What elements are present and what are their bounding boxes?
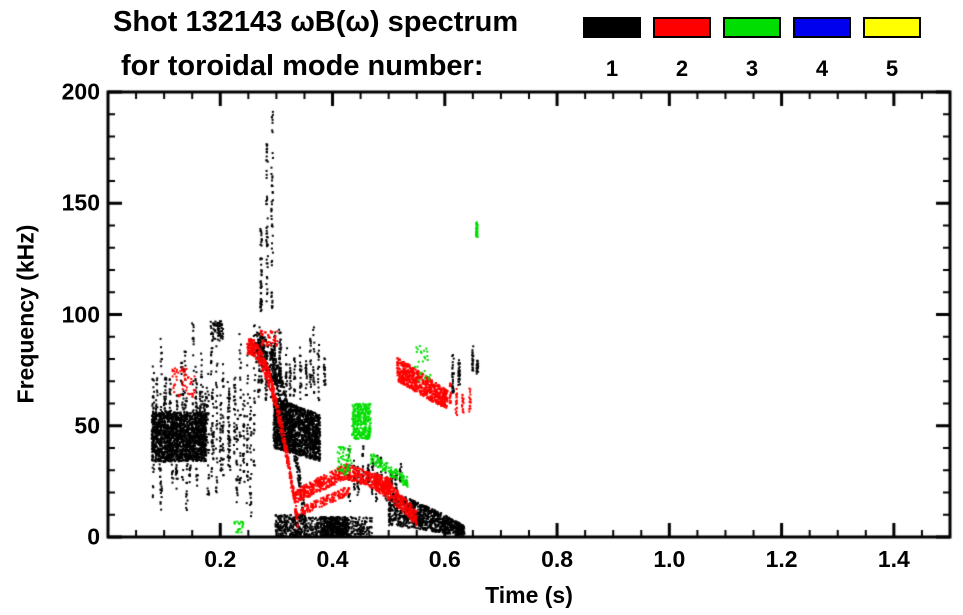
legend-mode-numbers: 1 2 3 4 5 <box>583 56 921 82</box>
legend-number-mode-3: 3 <box>745 56 759 81</box>
x-tick-label: 0.8 <box>541 546 574 572</box>
x-tick-label: 0.6 <box>428 546 461 572</box>
legend-number-mode-4: 4 <box>815 56 829 81</box>
legend-number-mode-1: 1 <box>605 56 619 81</box>
legend-swatch-mode-1 <box>583 17 641 38</box>
x-tick-label: 1.0 <box>653 546 686 572</box>
y-tick-label: 150 <box>61 189 100 216</box>
chart-title: Shot 132143 ωB(ω) spectrum <box>113 6 519 38</box>
legend-color-swatches <box>583 17 921 38</box>
y-tick-label: 100 <box>61 301 100 327</box>
x-axis-label: Time (s) <box>485 582 573 608</box>
legend-number-mode-2: 2 <box>675 56 689 81</box>
y-tick-label: 200 <box>61 78 100 105</box>
x-tick-label: 0.2 <box>204 546 237 572</box>
legend-swatch-mode-4 <box>793 17 851 38</box>
legend-swatch-mode-2 <box>653 17 711 38</box>
y-tick-label: 0 <box>87 523 100 550</box>
x-tick-label: 1.2 <box>765 546 798 572</box>
x-tick-label: 0.4 <box>316 546 349 572</box>
y-tick-label: 50 <box>74 412 100 439</box>
chart-subtitle: for toroidal mode number: <box>121 50 484 82</box>
legend-number-mode-5: 5 <box>885 56 899 81</box>
legend-swatch-mode-3 <box>723 17 781 38</box>
legend-swatch-mode-5 <box>863 17 921 38</box>
x-tick-label: 1.4 <box>877 546 910 572</box>
